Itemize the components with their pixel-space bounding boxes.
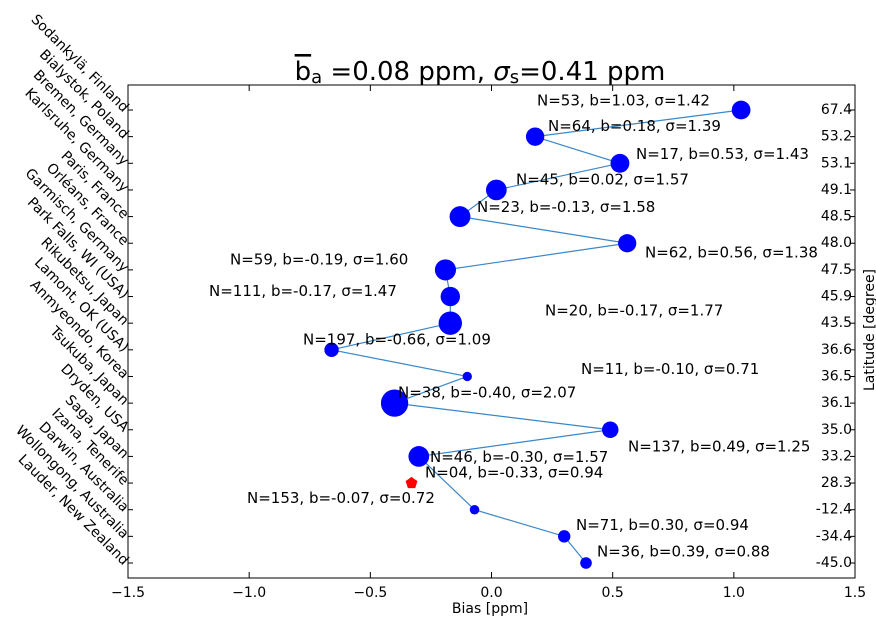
x-tick-label: −0.5 <box>353 585 387 601</box>
point-annotation: N=153, b=-0.07, σ=0.72 <box>247 489 435 507</box>
point <box>525 127 545 146</box>
point <box>469 504 480 515</box>
point-annotation: N=04, b=-0.33, σ=0.94 <box>425 464 603 482</box>
latitude-label: 49.1 <box>821 182 852 198</box>
point <box>580 557 592 569</box>
latitude-label: 36.1 <box>821 395 852 411</box>
latitude-label: 53.2 <box>821 129 852 145</box>
point-annotation: N=23, b=-0.13, σ=1.58 <box>477 198 655 216</box>
point-annotation: N=71, b=0.30, σ=0.94 <box>576 516 749 534</box>
latitude-label: 35.0 <box>821 422 852 438</box>
point <box>557 530 571 543</box>
point <box>324 342 339 358</box>
point <box>438 311 462 335</box>
latitude-label: 47.5 <box>821 262 852 278</box>
latitude-label: 33.2 <box>821 448 852 464</box>
point-annotation: N=38, b=-0.40, σ=2.07 <box>398 384 576 402</box>
point-annotation: N=62, b=0.56, σ=1.38 <box>645 244 818 262</box>
point-annotation: N=20, b=-0.17, σ=1.77 <box>545 302 723 320</box>
x-tick-label: 1.0 <box>723 585 745 601</box>
point-annotation: N=53, b=1.03, σ=1.42 <box>537 92 710 110</box>
point-annotation: N=46, b=-0.30, σ=1.57 <box>430 448 608 466</box>
point <box>449 206 471 228</box>
point-annotation: N=64, b=0.18, σ=1.39 <box>548 117 721 135</box>
point-annotation: N=45, b=0.02, σ=1.57 <box>516 170 689 188</box>
latitude-label: 48.0 <box>821 235 852 251</box>
point-annotation: N=59, b=-0.19, σ=1.60 <box>230 250 408 268</box>
y-axis-label: Latitude [degree] <box>862 269 876 391</box>
latitude-label: -34.4 <box>816 528 852 544</box>
x-tick-label: 0.0 <box>480 585 502 601</box>
latitude-label: 36.6 <box>821 342 852 358</box>
x-axis-label: Bias [ppm] <box>452 601 528 617</box>
point <box>434 259 457 281</box>
latitude-label: 28.3 <box>821 475 852 491</box>
point-annotation: N=11, b=-0.10, σ=0.71 <box>581 360 759 378</box>
x-tick-label: −1.5 <box>111 585 145 601</box>
latitude-label: 43.5 <box>821 315 852 331</box>
point <box>610 153 630 173</box>
point <box>462 371 472 382</box>
latitude-label: 36.5 <box>821 368 852 384</box>
point-annotation: N=111, b=-0.17, σ=1.47 <box>209 282 397 300</box>
point <box>731 100 751 120</box>
latitude-label: 53.1 <box>821 155 852 171</box>
point <box>485 179 507 201</box>
point-annotation: N=17, b=0.53, σ=1.43 <box>636 145 809 163</box>
latitude-label: 67.4 <box>821 102 852 118</box>
x-tick-label: 1.5 <box>844 585 866 601</box>
point <box>440 286 461 307</box>
point-annotation: N=36, b=0.39, σ=0.88 <box>597 543 770 561</box>
point <box>601 421 619 439</box>
point <box>408 446 430 467</box>
chart-title: ba =0.08 ppm, σs=0.41 ppm <box>295 57 666 89</box>
latitude-label: 45.9 <box>821 289 852 305</box>
latitude-label: 48.5 <box>821 209 852 225</box>
latitude-label: -45.0 <box>816 555 852 571</box>
point-annotation: N=137, b=0.49, σ=1.25 <box>628 437 810 455</box>
point <box>618 234 637 253</box>
point <box>405 476 418 489</box>
x-tick-label: 0.5 <box>602 585 624 601</box>
point-annotation: N=197, b=-0.66, σ=1.09 <box>303 330 491 348</box>
point <box>380 389 409 417</box>
x-tick-label: −1.0 <box>232 585 266 601</box>
latitude-label: -12.4 <box>816 502 852 518</box>
